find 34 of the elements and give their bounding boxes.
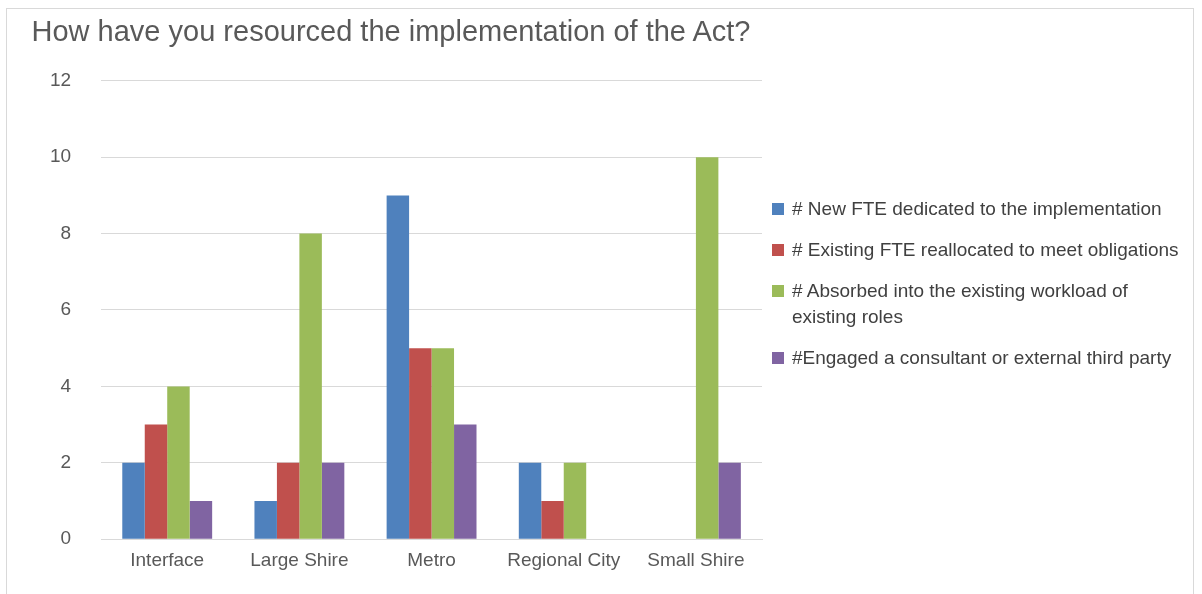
bar (518, 462, 542, 539)
x-tick-label: Metro (407, 548, 456, 570)
legend-label: # Existing FTE reallocated to meet obligations (792, 238, 1179, 262)
y-tick-label: 12 (49, 69, 72, 91)
bar (299, 233, 322, 539)
bar (189, 501, 213, 539)
bar (122, 462, 145, 539)
bar (454, 424, 477, 539)
x-tick-label: Interface (130, 548, 205, 570)
y-tick-label: 4 (60, 374, 72, 396)
chart-title: How have you resourced the implementation of the Act? (31, 15, 751, 48)
bar (321, 462, 345, 539)
x-tick-label: Regional City (507, 548, 621, 570)
bar (563, 462, 587, 539)
y-tick-label: 8 (60, 221, 72, 243)
bar (386, 195, 410, 539)
bar (718, 462, 741, 539)
bar (254, 501, 277, 539)
y-tick-label: 2 (60, 451, 72, 473)
y-tick-label: 6 (60, 298, 72, 320)
bar (541, 501, 564, 539)
bar (431, 348, 455, 539)
x-tick-label: Large Shire (250, 548, 349, 570)
y-tick-label: 0 (60, 527, 72, 549)
legend-label: # New FTE dedicated to the implementation (792, 197, 1162, 221)
y-tick-label: 10 (49, 145, 72, 167)
legend-label: # Absorbed into the existing workload of existing roles (792, 279, 1129, 329)
bar (695, 157, 719, 539)
bar (409, 348, 432, 539)
bar (276, 462, 300, 539)
bar (167, 386, 190, 539)
bar (144, 424, 168, 539)
legend-label: #Engaged a consultant or external third party (792, 346, 1172, 370)
x-tick-label: Small Shire (647, 548, 745, 570)
